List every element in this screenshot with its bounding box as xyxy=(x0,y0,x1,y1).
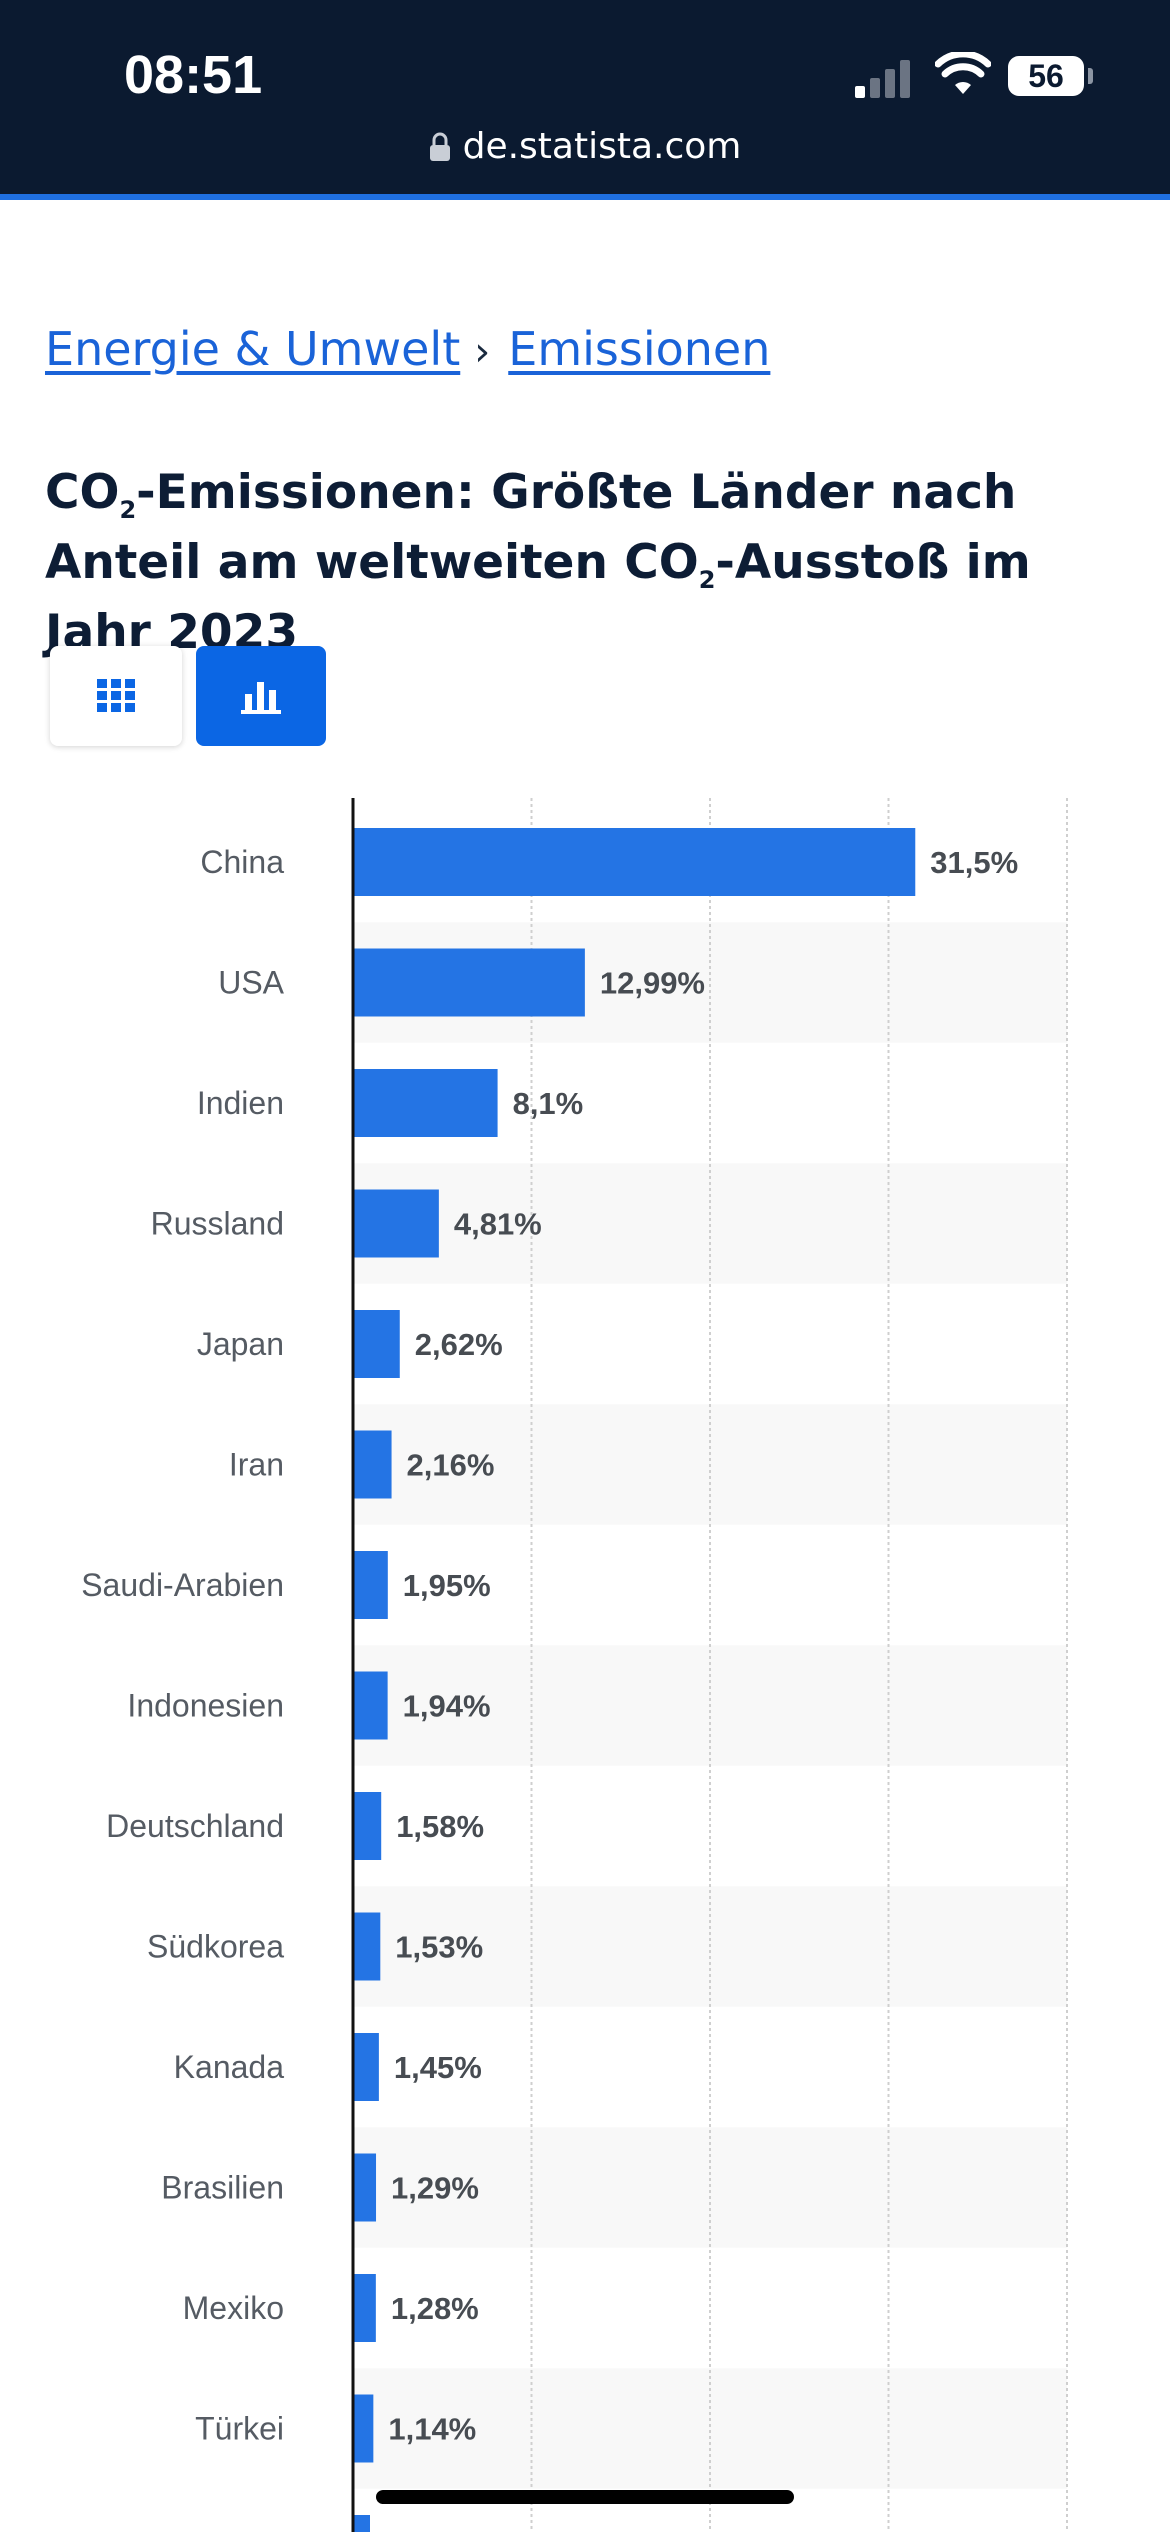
home-indicator xyxy=(376,2490,794,2504)
url-text: de.statista.com xyxy=(462,126,742,167)
bar-russland xyxy=(353,1189,439,1258)
value-label: 2,16% xyxy=(407,1448,495,1483)
status-time: 08:51 xyxy=(124,45,263,105)
bar-indonesien xyxy=(353,1671,388,1740)
battery-indicator: 56 xyxy=(1008,56,1084,96)
category-label: Russland xyxy=(151,1206,284,1242)
category-label: Deutschland xyxy=(106,1808,284,1844)
value-label: 1,53% xyxy=(395,1930,483,1965)
bar-partial xyxy=(353,2515,370,2532)
category-label: China xyxy=(200,844,284,880)
bar-usa xyxy=(353,948,585,1017)
category-label: Südkorea xyxy=(147,1929,284,1965)
breadcrumb-emissionen-link[interactable]: Emissionen xyxy=(508,322,771,376)
page-title: CO2-Emissionen: Größte Länder nach Antei… xyxy=(45,465,1031,660)
bar-türkei xyxy=(353,2394,374,2463)
value-label: 1,95% xyxy=(403,1568,491,1603)
breadcrumb-separator: › xyxy=(474,329,491,375)
value-label: 4,81% xyxy=(454,1207,542,1242)
url-bar[interactable]: de.statista.com xyxy=(0,126,1170,167)
bar-brasilien xyxy=(353,2153,377,2222)
category-label: Kanada xyxy=(174,2049,285,2085)
category-label: USA xyxy=(218,965,284,1001)
battery-nub xyxy=(1088,68,1093,84)
bar-china xyxy=(353,828,916,896)
bar-chart-icon xyxy=(241,682,281,714)
value-label: 1,45% xyxy=(394,2050,482,2085)
value-label: 1,14% xyxy=(388,2412,476,2447)
breadcrumb-energie-link[interactable]: Energie & Umwelt xyxy=(45,322,461,376)
value-label: 12,99% xyxy=(600,966,705,1001)
value-label: 1,58% xyxy=(396,1809,484,1844)
value-label: 8,1% xyxy=(513,1086,584,1121)
bar-chart: China 31,5% USA 12,99% Indien 8,1% Russland 4,8… xyxy=(81,798,1068,2532)
bar-mexiko xyxy=(353,2274,376,2342)
bar-indien xyxy=(353,1069,498,1137)
bar-kanada xyxy=(353,2033,379,2101)
category-label: Indonesien xyxy=(127,1688,284,1724)
category-label: Saudi-Arabien xyxy=(81,1567,284,1603)
value-label: 2,62% xyxy=(415,1327,503,1362)
chart-view-button[interactable] xyxy=(196,646,326,746)
bar-deutschland xyxy=(353,1792,382,1860)
breadcrumb: Energie & Umwelt › Emissionen xyxy=(45,322,770,376)
bar-saudi-arabien xyxy=(353,1551,388,1619)
grid-icon xyxy=(97,679,135,712)
bar-südkorea xyxy=(353,1912,381,1981)
wifi-icon xyxy=(935,52,991,94)
header-accent-line xyxy=(0,194,1170,200)
value-label: 1,94% xyxy=(403,1689,491,1724)
bar-japan xyxy=(353,1310,400,1378)
cellular-signal-icon xyxy=(855,60,910,98)
bar-iran xyxy=(353,1430,392,1499)
category-label: Japan xyxy=(197,1326,284,1362)
value-label: 31,5% xyxy=(930,845,1018,880)
table-view-button[interactable] xyxy=(50,646,182,746)
category-label: Iran xyxy=(229,1447,284,1483)
lock-icon xyxy=(429,132,450,161)
category-label: Mexiko xyxy=(183,2290,284,2326)
value-label: 1,28% xyxy=(391,2291,479,2326)
category-label: Türkei xyxy=(195,2411,284,2447)
category-label: Indien xyxy=(197,1085,284,1121)
browser-header xyxy=(0,0,1170,194)
category-label: Brasilien xyxy=(161,2170,284,2206)
value-label: 1,29% xyxy=(391,2171,479,2206)
